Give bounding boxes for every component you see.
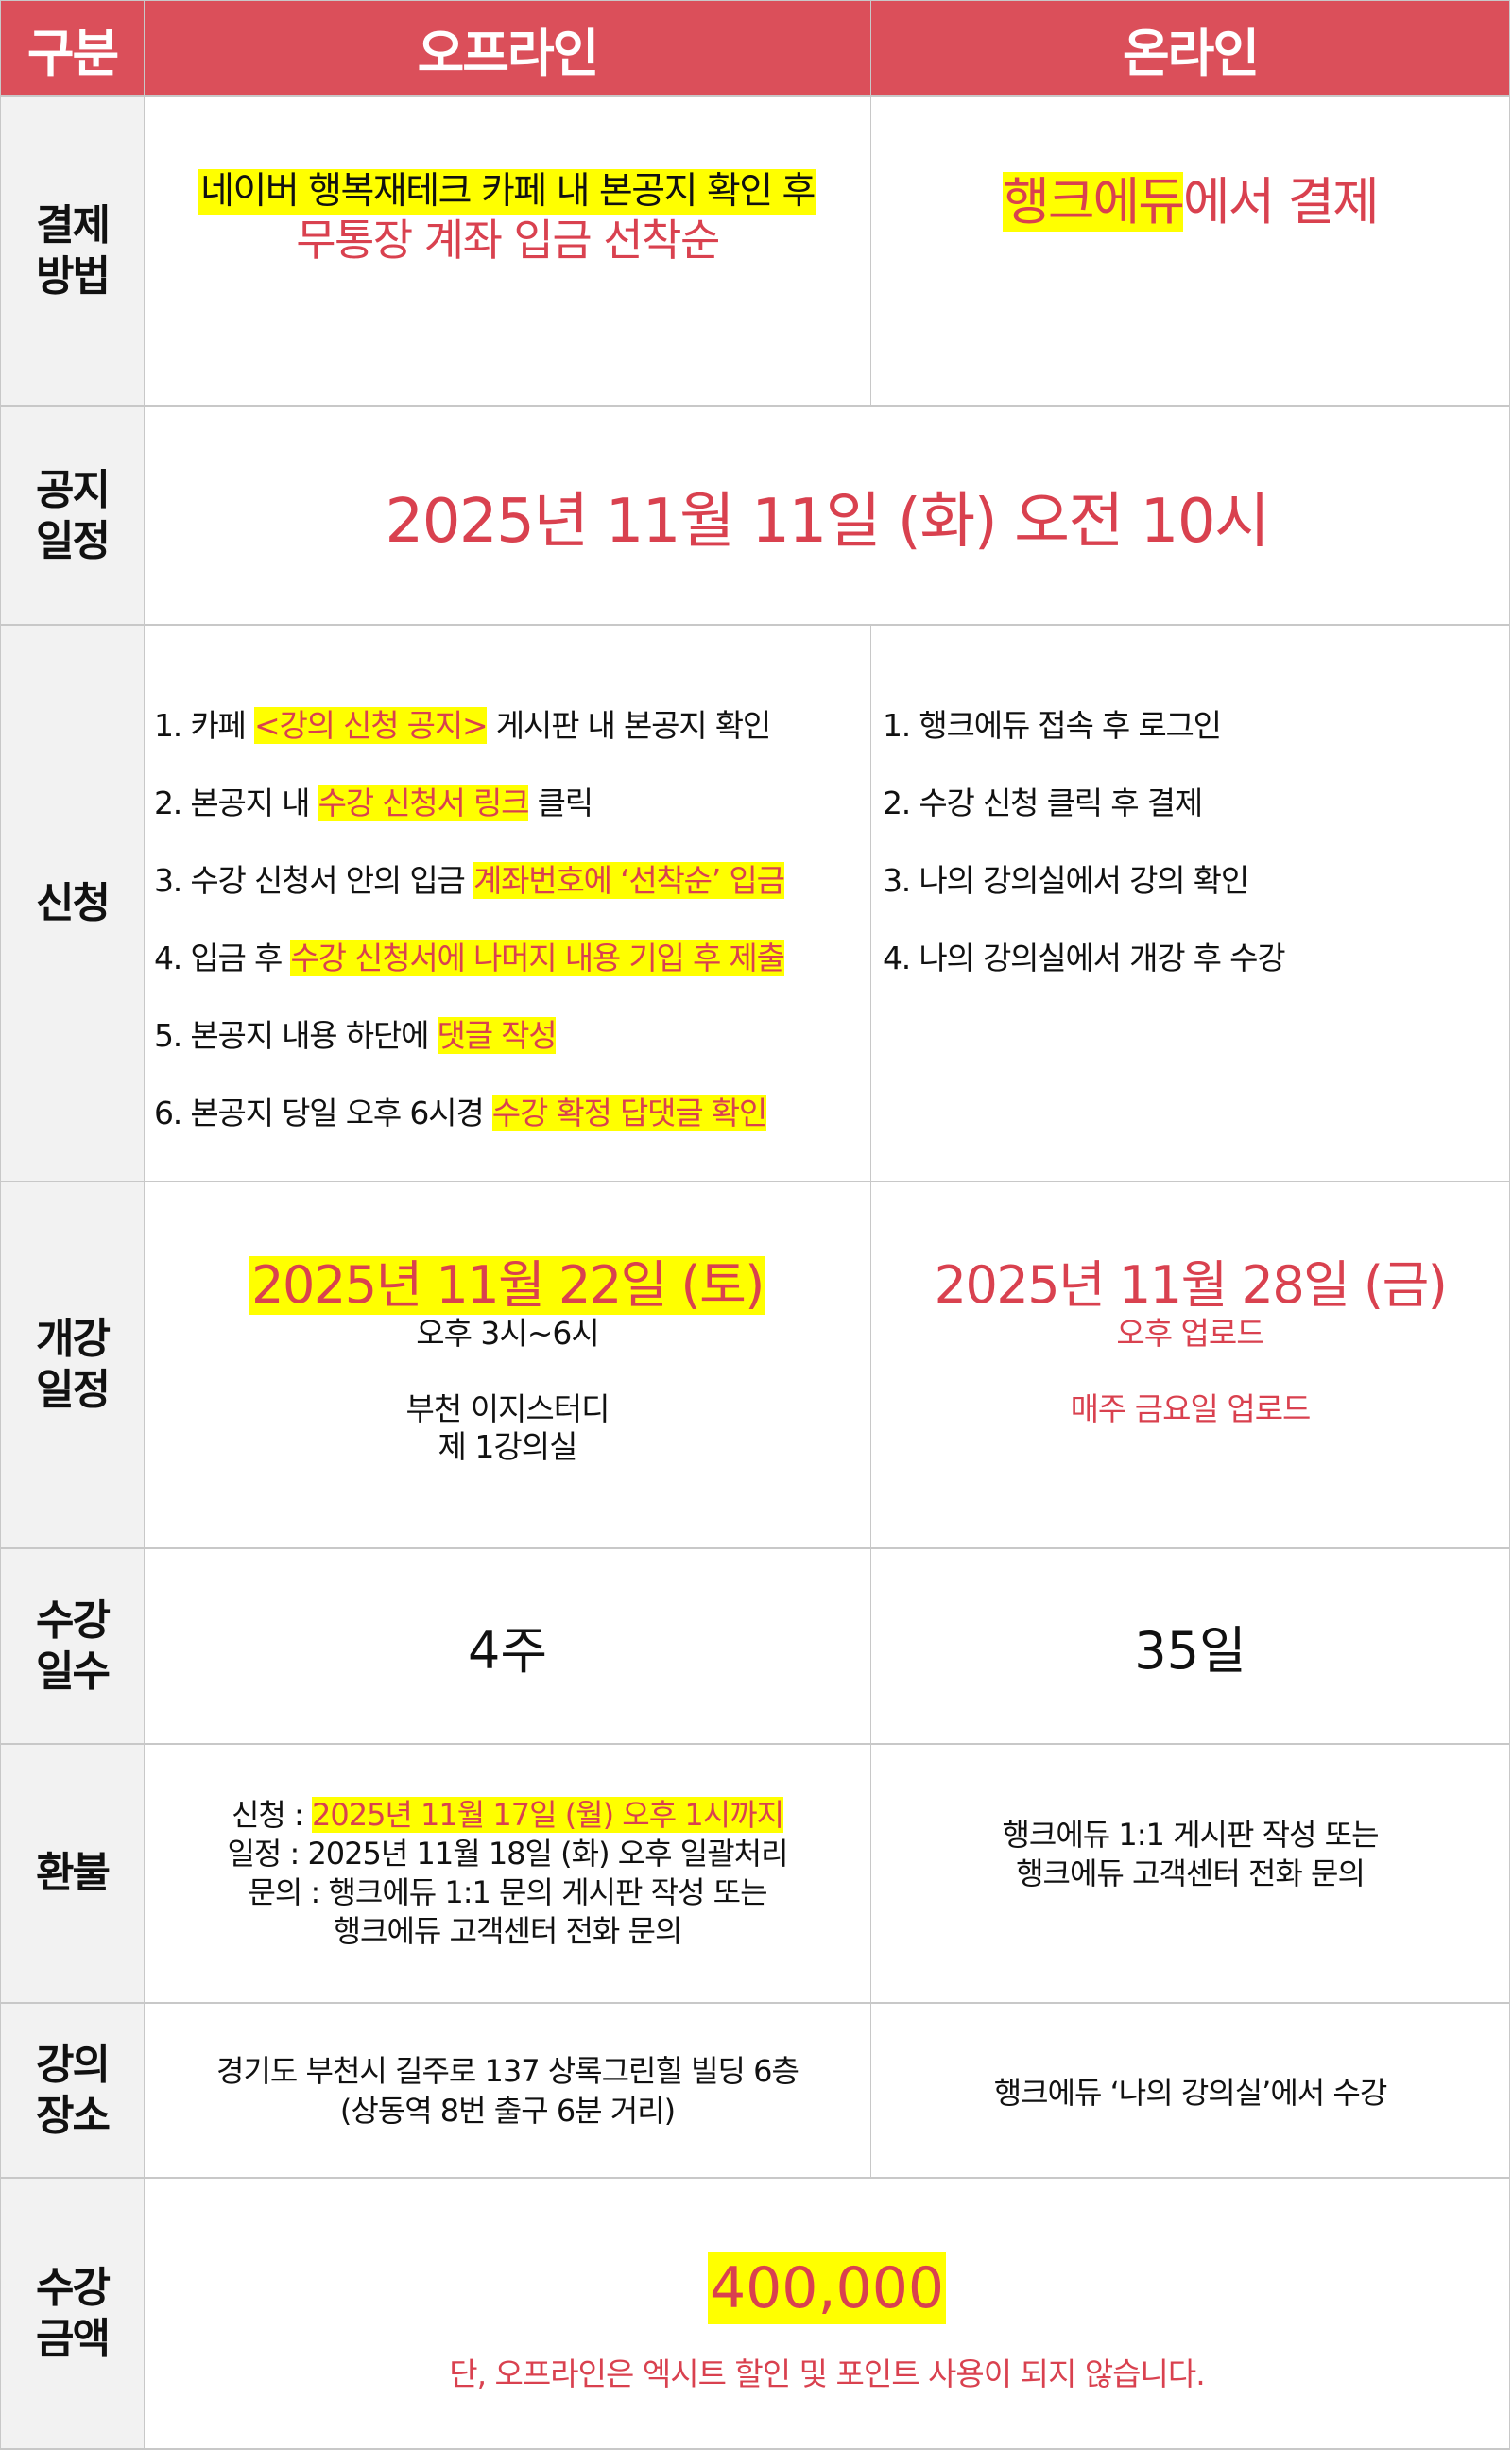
apply-offline-item: 6. 본공지 당일 오후 6시경 수강 확정 답댓글 확인 [154,1095,767,1131]
header-offline: 오프라인 [145,1,871,97]
apply-offline-item: 1. 카페 <강의 신청 공지> 게시판 내 본공지 확인 [154,707,771,744]
label-payment: 결제 방법 [1,97,145,407]
refund-inquiry: 문의 : 행크에듀 1:1 문의 게시판 작성 또는 [248,1874,767,1910]
refund-apply-label: 신청 : [231,1797,312,1833]
price-note: 단, 오프라인은 엑시트 할인 및 포인트 사용이 되지 않습니다. [449,2355,1206,2392]
payment-offline-line1: 네이버 행복재테크 카페 내 본공지 확인 후 [198,169,816,215]
start-offline-time: 오후 3시~6시 [416,1315,600,1352]
refund-schedule: 일정 : 2025년 11월 18일 (화) 오후 일괄처리 [227,1836,788,1872]
apply-online-item: 1. 행크에듀 접속 후 로그인 [883,707,1222,744]
apply-offline-item: 2. 본공지 내 수강 신청서 링크 클릭 [154,785,593,821]
label-apply: 신청 [1,626,145,1182]
start-online: 2025년 11월 28일 (금) 오후 업로드 매주 금요일 업로드 [871,1182,1510,1549]
refund-online-line1: 행크에듀 1:1 게시판 작성 또는 [1002,1817,1379,1853]
start-online-date: 2025년 11월 28일 (금) [934,1255,1448,1315]
place-offline: 경기도 부천시 길주로 137 상록그린힐 빌딩 6층 (상동역 8번 출구 6… [145,2004,871,2179]
price-amount: 400,000 [707,2252,947,2324]
place-offline-address: 경기도 부천시 길주로 137 상록그린힐 빌딩 6층 [216,2052,799,2089]
place-online: 행크에듀 ‘나의 강의실’에서 수강 [871,2004,1510,2179]
start-offline-date: 2025년 11월 22일 (토) [249,1255,765,1315]
payment-online: 행크에듀에서 결제 [871,97,1510,407]
payment-offline-line2: 무통장 계좌 입금 선착순 [296,215,720,266]
apply-offline-item: 4. 입금 후 수강 신청서에 나머지 내용 기입 후 제출 [154,940,785,976]
label-refund: 환불 [1,1745,145,2004]
apply-offline-list: 1. 카페 <강의 신청 공지> 게시판 내 본공지 확인 2. 본공지 내 수… [145,626,871,1182]
payment-online-highlight: 행크에듀 [1003,172,1185,232]
start-online-note: 매주 금요일 업로드 [1070,1390,1312,1427]
label-price: 수강 금액 [1,2179,145,2450]
refund-apply-deadline: 2025년 11월 17일 (월) 오후 1시까지 [311,1797,784,1833]
header-online: 온라인 [871,1,1510,97]
notice-date: 2025년 11월 11일 (화) 오전 10시 [145,407,1510,626]
apply-online-item: 3. 나의 강의실에서 강의 확인 [883,862,1249,899]
apply-online-list: 1. 행크에듀 접속 후 로그인 2. 수강 신청 클릭 후 결제 3. 나의 … [871,626,1510,1182]
refund-online-line2: 행크에듀 고객센터 전화 문의 [1016,1855,1366,1891]
apply-online-item: 2. 수강 신청 클릭 후 결제 [883,785,1203,821]
label-start: 개강 일정 [1,1182,145,1549]
start-offline-place: 부천 이지스터디 [405,1390,610,1427]
refund-offline: 신청 : 2025년 11월 17일 (월) 오후 1시까지 일정 : 2025… [145,1745,871,2004]
refund-inquiry-cont: 행크에듀 고객센터 전화 문의 [333,1913,683,1949]
start-online-time: 오후 업로드 [1116,1315,1264,1352]
payment-online-rest: 에서 결제 [1182,172,1380,232]
apply-offline-item: 3. 수강 신청서 안의 입금 계좌번호에 ‘선착순’ 입금 [154,862,785,899]
place-offline-directions: (상동역 8번 출구 6분 거리) [339,2092,676,2129]
apply-offline-item: 5. 본공지 내용 하단에 댓글 작성 [154,1017,558,1054]
label-place: 강의 장소 [1,2004,145,2179]
start-offline-room: 제 1강의실 [438,1428,578,1465]
label-notice: 공지 일정 [1,407,145,626]
apply-online-item: 4. 나의 강의실에서 개강 후 수강 [883,940,1286,976]
label-duration: 수강 일수 [1,1549,145,1745]
duration-offline: 4주 [145,1549,871,1745]
header-category: 구분 [1,1,145,97]
payment-offline: 네이버 행복재테크 카페 내 본공지 확인 후 무통장 계좌 입금 선착순 [145,97,871,407]
duration-online: 35일 [871,1549,1510,1745]
start-offline: 2025년 11월 22일 (토) 오후 3시~6시 부천 이지스터디 제 1강… [145,1182,871,1549]
price-cell: 400,000 단, 오프라인은 엑시트 할인 및 포인트 사용이 되지 않습니… [145,2179,1510,2450]
refund-online: 행크에듀 1:1 게시판 작성 또는 행크에듀 고객센터 전화 문의 [871,1745,1510,2004]
